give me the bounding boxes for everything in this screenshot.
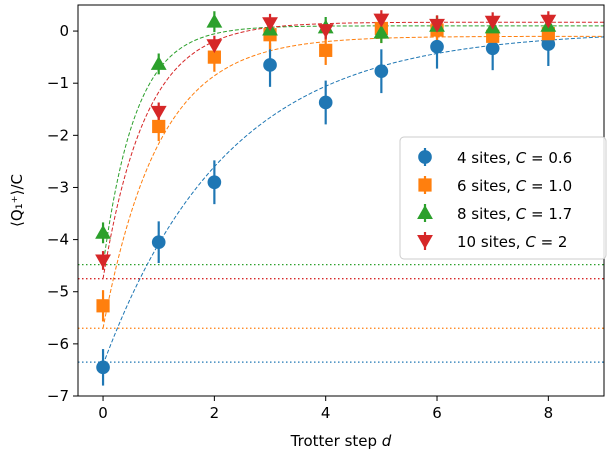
y-tick-label: −6 <box>47 335 69 353</box>
data-point <box>373 13 390 28</box>
data-point <box>262 17 278 32</box>
x-tick-label: 8 <box>544 404 554 422</box>
y-tick-label: −2 <box>47 126 69 144</box>
fit-curve <box>102 36 604 365</box>
y-tick-label: −1 <box>47 74 69 92</box>
data-point <box>485 41 500 56</box>
data-point <box>150 55 167 70</box>
data-point <box>96 299 110 313</box>
legend: 4 sites, C = 0.6 6 sites, C = 1.0 8 sites,… <box>399 136 607 260</box>
data-point <box>263 58 277 72</box>
data-point <box>152 119 166 134</box>
y-tick-label: −4 <box>47 231 69 249</box>
data-point <box>150 105 167 120</box>
y-axis-label: ⟨Q₁⁺⟩/C <box>8 174 26 227</box>
legend-marker <box>418 150 432 164</box>
data-point <box>373 24 390 39</box>
x-tick-label: 2 <box>210 404 220 422</box>
data-point <box>206 39 223 54</box>
x-tick-label: 0 <box>98 404 108 422</box>
fit-curve <box>102 25 604 266</box>
data-point <box>429 18 445 33</box>
data-point <box>207 175 222 190</box>
data-point <box>206 13 223 28</box>
data-point <box>319 43 333 57</box>
legend-entry: 4 sites, C = 0.6 <box>457 149 572 167</box>
data-point <box>151 235 166 250</box>
legend-entry: 8 sites, C = 1.7 <box>457 205 572 223</box>
legend-box <box>399 136 607 260</box>
data-point <box>95 254 111 269</box>
y-tick-label: −7 <box>47 387 69 405</box>
y-axis-ticks: 0 −1 −2 −3 −4 −5 −6 −7 <box>47 22 78 405</box>
x-tick-label: 6 <box>432 404 442 422</box>
legend-marker <box>417 205 433 219</box>
reference-lines <box>78 263 604 363</box>
data-point <box>541 37 556 51</box>
x-axis-ticks: 0 2 4 6 8 <box>98 396 553 422</box>
x-tick-label: 4 <box>321 404 331 422</box>
data-markers <box>95 13 557 375</box>
data-point <box>318 95 333 110</box>
legend-entry: 6 sites, C = 1.0 <box>457 177 572 195</box>
data-point <box>430 39 444 54</box>
data-point <box>374 64 389 79</box>
legend-entry: 10 sites, C = 2 <box>457 233 567 251</box>
fit-curve <box>102 35 604 329</box>
data-point <box>540 14 557 29</box>
x-axis-label: Trotter step d <box>290 432 392 450</box>
y-tick-label: 0 <box>59 22 69 40</box>
data-point <box>484 15 501 30</box>
fit-curves <box>102 21 604 365</box>
data-point <box>96 360 110 375</box>
data-point <box>317 24 334 38</box>
data-point <box>95 224 111 239</box>
legend-marker <box>418 178 432 192</box>
legend-marker <box>417 235 433 249</box>
y-tick-label: −3 <box>47 178 69 196</box>
data-point <box>207 50 221 64</box>
y-tick-label: −5 <box>47 283 69 301</box>
